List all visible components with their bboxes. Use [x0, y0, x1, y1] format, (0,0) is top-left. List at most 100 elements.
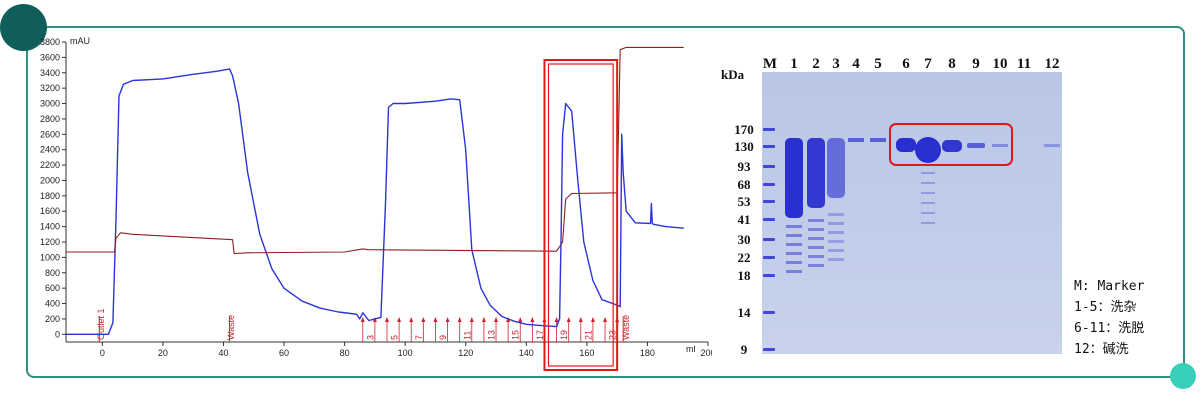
lane-label-3: 3	[832, 56, 840, 72]
lane-label-9: 9	[972, 56, 980, 72]
elution-highlight-box	[889, 123, 1013, 166]
fraction-flag-2	[385, 317, 389, 322]
fraction-flag-8	[457, 317, 462, 322]
lane-3-minor-band-5	[828, 258, 844, 261]
y-tick-label-3600: 3600	[40, 52, 60, 62]
lane-10-band	[992, 144, 1008, 147]
kda-label-68: 68	[738, 177, 752, 192]
kda-label-18: 18	[738, 268, 752, 283]
y-tick-label-1600: 1600	[40, 206, 60, 216]
marker-label-2: 3	[365, 335, 375, 340]
plot-area	[66, 42, 708, 342]
marker-label-8: 15	[511, 330, 521, 340]
lane-label-11: 11	[1017, 56, 1031, 72]
kda-label-170: 170	[734, 122, 754, 137]
lane-3-minor-band-0	[828, 213, 844, 216]
kda-label-14: 14	[738, 305, 752, 320]
x-tick-label-100: 100	[398, 348, 413, 358]
y-tick-label-2600: 2600	[40, 129, 60, 139]
y-tick-label-1800: 1800	[40, 191, 60, 201]
x-axis-label: ml	[686, 344, 696, 354]
marker-label-10: 19	[559, 330, 569, 340]
marker-label-11: 21	[583, 330, 593, 340]
lane-1-minor-band-0	[786, 225, 802, 228]
legend-entry-1: 1-5：洗杂	[1074, 300, 1136, 315]
ladder-band-2	[763, 165, 775, 168]
x-tick-label-200: 200	[700, 348, 712, 358]
lane-label-1: 1	[790, 56, 798, 72]
y-tick-label-3200: 3200	[40, 83, 60, 93]
marker-label-7: 13	[486, 330, 496, 340]
fraction-flag-4	[409, 317, 414, 322]
x-tick-label-20: 20	[158, 348, 168, 358]
lane-3-minor-band-3	[828, 240, 844, 243]
x-tick-label-60: 60	[279, 348, 289, 358]
y-tick-label-1400: 1400	[40, 222, 60, 232]
fraction-flag-3	[397, 317, 402, 322]
lane-1-minor-band-2	[786, 243, 802, 246]
lane-1-minor-band-1	[786, 234, 802, 237]
fraction-flag-18	[578, 317, 583, 322]
x-tick-label-40: 40	[218, 348, 228, 358]
lane-1-minor-band-5	[786, 270, 802, 273]
lane-7-minor-band-4	[921, 212, 935, 214]
kda-label-130: 130	[734, 139, 754, 154]
y-tick-label-2400: 2400	[40, 145, 60, 155]
y-tick-label-600: 600	[45, 283, 60, 293]
ladder-band-9	[763, 311, 775, 314]
marker-label-4: 7	[414, 335, 424, 340]
lane-1-minor-band-4	[786, 261, 802, 264]
marker-label-9: 17	[535, 330, 545, 340]
lane-7-minor-band-5	[921, 222, 935, 224]
lane-7-minor-band-1	[921, 182, 935, 184]
y-tick-label-1000: 1000	[40, 252, 60, 262]
kda-label-9: 9	[741, 342, 748, 356]
y-tick-label-2000: 2000	[40, 175, 60, 185]
ladder-band-6	[763, 238, 775, 241]
kda-label-53: 53	[738, 194, 752, 209]
lane-7-minor-band-0	[921, 172, 935, 174]
ladder-band-10	[763, 348, 775, 351]
lane-3-minor-band-4	[828, 249, 844, 252]
y-axis-label: mAU	[70, 36, 90, 46]
fraction-flag-17	[566, 317, 571, 322]
lane-7-minor-band-3	[921, 202, 935, 204]
lane-2-minor-band-4	[808, 255, 824, 258]
ladder-band-0	[763, 128, 775, 131]
lane-label-8: 8	[948, 56, 956, 72]
marker-label-3: 5	[390, 335, 400, 340]
lane-label-4: 4	[852, 56, 860, 72]
ladder-band-1	[763, 145, 775, 148]
lane-7-band	[915, 137, 941, 163]
lane-6-band	[896, 138, 916, 152]
y-tick-label-3000: 3000	[40, 99, 60, 109]
lane-label-2: 2	[812, 56, 820, 72]
fraction-flag-0	[360, 317, 365, 322]
card-frame	[26, 26, 1185, 378]
decor-dot-top-left	[0, 4, 47, 51]
lane-label-6: 6	[902, 56, 910, 72]
marker-label-13: Waste	[621, 315, 631, 340]
x-tick-label-0: 0	[100, 348, 105, 358]
y-tick-label-3400: 3400	[40, 68, 60, 78]
x-tick-label-80: 80	[340, 348, 350, 358]
ladder-band-8	[763, 274, 775, 277]
fraction-flag-9	[469, 317, 474, 322]
lane-label-7: 7	[924, 56, 932, 72]
ladder-band-3	[763, 183, 775, 186]
lane-1-minor-band-3	[786, 252, 802, 255]
lane-label-12: 12	[1045, 56, 1060, 72]
lane-3-minor-band-2	[828, 231, 844, 234]
lane-label-10: 10	[993, 56, 1008, 72]
x-tick-label-140: 140	[519, 348, 534, 358]
lane-2-minor-band-5	[808, 264, 824, 267]
ladder-band-5	[763, 218, 775, 221]
fraction-flag-6	[433, 317, 438, 322]
highlight-box-inner	[547, 63, 614, 367]
y-tick-label-200: 200	[45, 314, 60, 324]
fraction-flag-7	[445, 317, 450, 322]
lane-3-minor-band-1	[828, 222, 844, 225]
lane-label-5: 5	[874, 56, 882, 72]
y-tick-label-400: 400	[45, 299, 60, 309]
fraction-flag-11	[494, 317, 499, 322]
